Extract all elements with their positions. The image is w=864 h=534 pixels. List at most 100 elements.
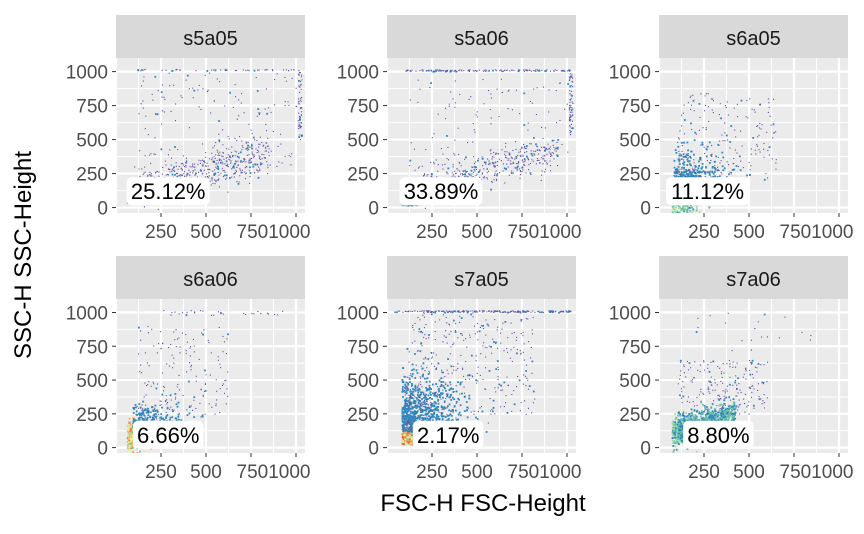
data-point <box>490 123 492 125</box>
data-point <box>166 399 168 401</box>
data-point <box>542 163 544 165</box>
data-point <box>497 153 499 155</box>
data-point <box>147 326 149 328</box>
data-point <box>264 150 266 152</box>
data-point <box>179 346 181 348</box>
data-point <box>186 160 188 162</box>
data-point <box>707 93 709 95</box>
data-point <box>447 358 449 360</box>
data-point <box>213 161 215 163</box>
data-point <box>455 419 458 421</box>
data-point <box>185 157 187 159</box>
data-point <box>512 149 514 151</box>
data-point <box>466 170 468 172</box>
data-point <box>250 146 252 148</box>
data-point <box>137 69 139 71</box>
data-point <box>530 174 532 176</box>
data-point <box>682 206 684 208</box>
data-point <box>699 174 702 177</box>
data-point <box>452 164 454 166</box>
data-point <box>150 153 152 155</box>
data-point <box>259 158 261 160</box>
data-point <box>236 181 238 183</box>
data-point <box>401 388 404 391</box>
data-point <box>679 168 681 170</box>
data-point <box>223 174 226 177</box>
data-point <box>250 162 252 164</box>
data-point <box>256 163 259 166</box>
data-point <box>263 144 265 146</box>
data-point <box>141 413 144 416</box>
data-point <box>142 107 144 109</box>
data-point <box>139 175 141 177</box>
data-point <box>482 70 484 72</box>
data-point <box>495 161 497 163</box>
y-tick-label: 500 <box>619 131 651 152</box>
data-point <box>533 153 535 155</box>
data-point <box>411 429 414 432</box>
data-point <box>413 389 416 391</box>
data-point <box>252 164 254 166</box>
data-point <box>219 412 221 414</box>
data-point <box>512 162 514 164</box>
data-point <box>525 172 527 174</box>
data-point <box>545 160 547 162</box>
data-point <box>557 139 560 141</box>
data-point <box>686 164 688 166</box>
data-point <box>489 108 491 110</box>
data-point <box>259 164 261 166</box>
data-point <box>153 408 155 410</box>
data-point <box>415 364 417 366</box>
data-point <box>677 211 679 213</box>
data-point <box>409 99 411 101</box>
data-point <box>431 173 433 175</box>
data-point <box>170 399 172 401</box>
data-point <box>407 432 410 435</box>
data-point <box>127 448 130 451</box>
data-point <box>205 156 207 158</box>
data-point <box>154 113 157 115</box>
data-point <box>519 151 521 153</box>
data-point <box>501 91 503 93</box>
data-point <box>433 163 435 165</box>
data-point <box>770 124 772 126</box>
data-point <box>143 414 146 417</box>
data-point <box>544 70 547 72</box>
data-point <box>455 70 458 73</box>
data-point <box>483 176 485 178</box>
data-point <box>487 422 489 424</box>
data-point <box>190 405 192 407</box>
data-point <box>522 155 524 157</box>
data-point <box>531 102 533 104</box>
data-point <box>488 160 490 162</box>
data-point <box>724 122 726 124</box>
data-point <box>129 452 132 453</box>
data-point <box>200 416 202 418</box>
data-point <box>571 115 573 117</box>
data-point <box>166 363 168 365</box>
data-point <box>493 156 495 158</box>
data-point <box>555 150 557 152</box>
data-point <box>264 69 266 71</box>
data-point <box>491 162 493 164</box>
data-point <box>128 427 131 430</box>
data-point <box>692 167 694 169</box>
data-point <box>686 206 689 209</box>
data-point <box>226 156 228 158</box>
data-point <box>719 162 721 164</box>
data-point <box>752 137 755 139</box>
data-point <box>682 171 685 174</box>
data-point <box>741 145 743 147</box>
data-point <box>535 150 537 152</box>
data-point <box>409 434 411 437</box>
data-point <box>243 160 245 162</box>
data-point <box>144 68 146 70</box>
data-point <box>527 122 529 124</box>
data-point <box>143 69 145 71</box>
data-point <box>681 166 683 169</box>
data-point <box>188 412 191 415</box>
data-point <box>249 172 252 174</box>
data-point <box>151 328 153 330</box>
data-point <box>243 312 245 314</box>
data-point <box>440 405 443 408</box>
